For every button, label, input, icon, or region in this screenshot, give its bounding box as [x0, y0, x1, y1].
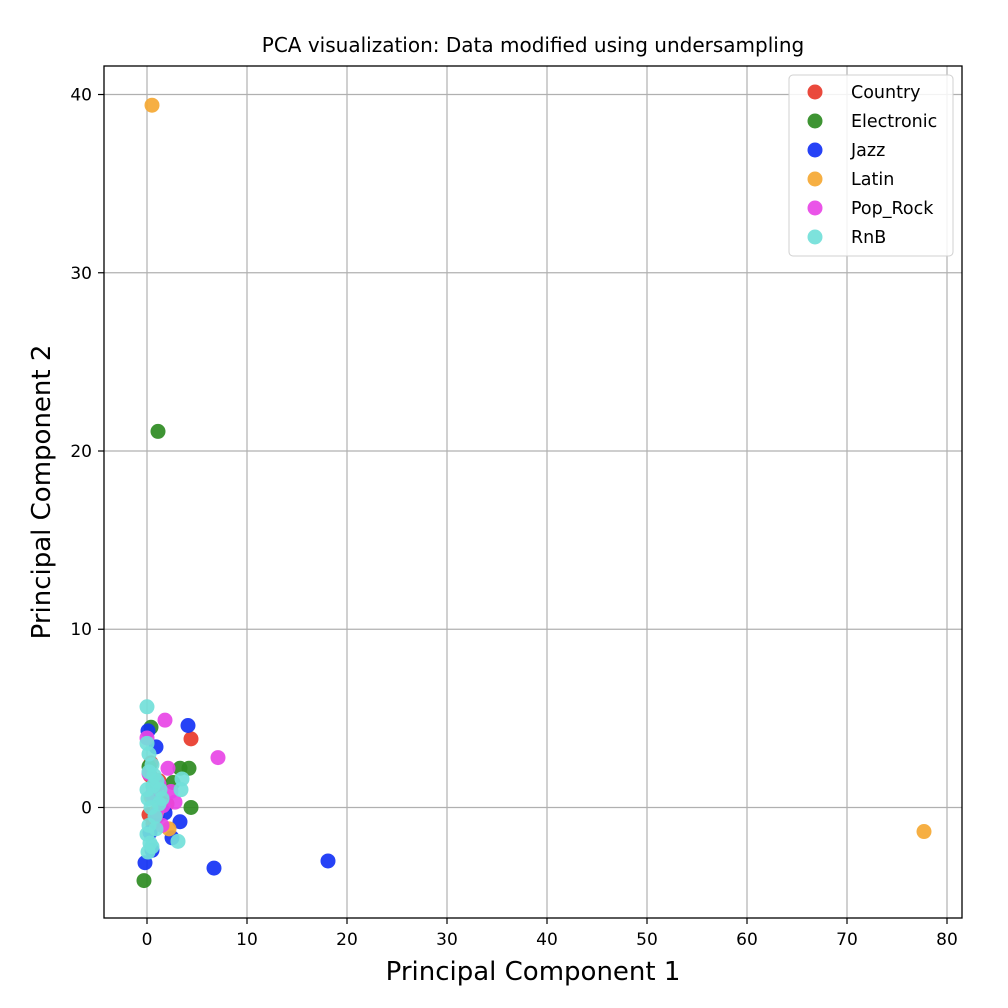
data-point [160, 760, 176, 776]
legend-marker [807, 84, 823, 100]
data-point [172, 814, 188, 830]
data-point [150, 423, 166, 439]
y-tick-label: 30 [70, 264, 92, 284]
x-tick-label: 40 [536, 930, 558, 950]
x-tick-label: 60 [736, 930, 758, 950]
data-point [180, 717, 196, 733]
y-axis-ticks: 0 10 20 30 40 [70, 86, 104, 818]
data-point [139, 782, 155, 798]
legend-label: RnB [851, 228, 886, 248]
legend-label: Jazz [850, 141, 885, 161]
legend-marker [807, 113, 823, 129]
x-axis-ticks: 0 10 20 30 40 50 60 70 80 [142, 918, 958, 950]
x-tick-label: 30 [436, 930, 458, 950]
data-point [139, 699, 155, 715]
x-tick-label: 10 [236, 930, 258, 950]
data-point [157, 712, 173, 728]
x-tick-label: 70 [836, 930, 858, 950]
data-point [141, 764, 157, 780]
chart-title: PCA visualization: Data modified using u… [262, 33, 804, 57]
y-axis-label: Principal Component 2 [27, 345, 57, 640]
data-point [183, 731, 199, 747]
data-point [170, 833, 186, 849]
y-tick-label: 20 [70, 442, 92, 462]
x-tick-label: 80 [936, 930, 958, 950]
legend-label: Country [851, 83, 921, 103]
data-point [136, 873, 152, 889]
legend-label: Pop_Rock [851, 199, 934, 219]
legend-marker [807, 229, 823, 245]
data-point [320, 853, 336, 869]
x-tick-label: 50 [636, 930, 658, 950]
legend-label: Electronic [851, 112, 937, 132]
x-axis-label: Principal Component 1 [386, 957, 681, 987]
data-point [173, 782, 189, 798]
data-point [144, 97, 160, 113]
legend-marker [807, 200, 823, 216]
legend-marker [807, 142, 823, 158]
x-tick-label: 0 [142, 930, 153, 950]
data-point [181, 760, 197, 776]
plot-frame [103, 65, 963, 919]
data-point [144, 839, 160, 855]
y-tick-label: 0 [81, 798, 92, 818]
data-points [136, 97, 932, 889]
y-tick-label: 10 [70, 620, 92, 640]
legend-label: Latin [851, 170, 894, 190]
data-point [151, 796, 167, 812]
legend-box [788, 74, 954, 257]
data-point [148, 821, 164, 837]
legend-marker [807, 171, 823, 187]
legend: Country Electronic Jazz Latin Pop_Rock RnB [788, 74, 954, 257]
data-point [916, 824, 932, 840]
x-tick-label: 20 [336, 930, 358, 950]
series-rnb [139, 699, 190, 860]
data-point [206, 860, 222, 876]
data-point [183, 799, 199, 815]
data-point [210, 750, 226, 766]
y-tick-label: 40 [70, 86, 92, 106]
